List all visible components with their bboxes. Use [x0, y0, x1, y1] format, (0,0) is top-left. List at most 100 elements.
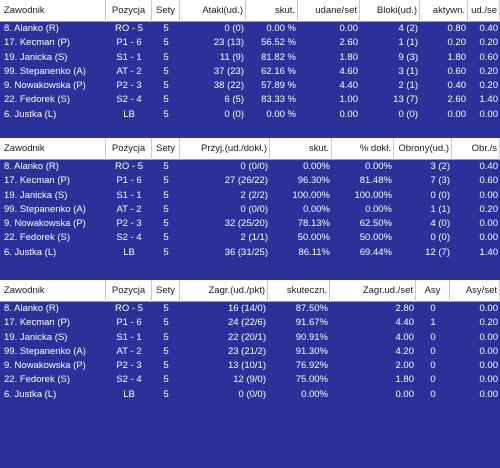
column-header-efficiency[interactable]: skut.	[246, 0, 298, 22]
column-header-digs[interactable]: Obrony(ud.)	[394, 138, 452, 160]
cell-aces: 0	[430, 345, 436, 357]
table-row[interactable]: 19. Janicka (S) S1 - 1 5 11 (9) 81.82 % 1.80 9…	[0, 51, 500, 65]
cell-aces: 1	[430, 317, 436, 329]
table-row[interactable]: 9. Nowakowska (P) P2 - 3 5 32 (25/20) 78.13%…	[0, 217, 500, 231]
cell-aces-per-set: 0.00	[479, 303, 499, 314]
column-header-accuracy[interactable]: % dokł.	[332, 138, 394, 160]
cell-aces: 0	[430, 303, 436, 314]
cell-blocks: 9 (3)	[398, 51, 418, 63]
column-header-digs-per-set[interactable]: Obr./s	[452, 138, 500, 160]
cell-digs: 4 (0)	[430, 218, 450, 230]
table-row[interactable]: 99. Stepanenko (A) AT - 2 5 37 (23) 62.16 % 4…	[0, 65, 500, 79]
table-row[interactable]: 6. Justka (L) LB 5 0 (0) 0.00 % 0.00 0 (0) 0.00…	[0, 108, 500, 122]
cell-player: 6. Justka (L)	[4, 388, 57, 400]
cell-position: RO - 5	[115, 303, 143, 314]
cell-aces-per-set: 0.00	[479, 388, 499, 400]
table-row[interactable]: 9. Nowakowska (P) P2 - 3 5 13 (10/1) 76.92% 2…	[0, 359, 500, 373]
cell-position: RO - 5	[115, 23, 143, 34]
column-header-receptions[interactable]: Przyj.(ud./dokł.)	[180, 138, 270, 160]
cell-digs: 3 (2)	[430, 161, 450, 172]
column-header-sets[interactable]: Sety	[152, 0, 180, 22]
cell-digs-per-set: 0.00	[479, 218, 499, 230]
cell-blocks-per-set: 0.20	[479, 37, 499, 49]
table-row[interactable]: 9. Nowakowska (P) P2 - 3 5 38 (22) 57.89 % 4.…	[0, 79, 500, 93]
cell-won-per-set: 4.40	[339, 80, 359, 92]
table-row[interactable]: 8. Alanko (R) RO - 5 5 0 (0) 0.00 % 0.00 4 (2)…	[0, 22, 500, 36]
table-row[interactable]: 99. Stepanenko (A) AT - 2 5 23 (21/2) 91.30%…	[0, 345, 500, 359]
column-header-position[interactable]: Pozycja	[106, 0, 152, 22]
column-header-activity[interactable]: aktywn.	[420, 0, 468, 22]
cell-position: AT - 2	[116, 345, 142, 357]
table-row[interactable]: 19. Janicka (S) S1 - 1 5 22 (20/1) 90.91% 4.0…	[0, 331, 500, 345]
cell-blocks-per-set: 0.20	[479, 65, 499, 77]
cell-sets: 5	[163, 108, 169, 120]
cell-activity: 0.20	[447, 37, 467, 49]
table-row[interactable]: 17. Kecman (P) P1 - 6 5 27 (26/22) 96.30% 81.…	[0, 174, 500, 188]
column-header-player[interactable]: Zawodnik	[2, 280, 106, 302]
column-header-sets[interactable]: Sety	[152, 138, 180, 160]
column-header-player[interactable]: Zawodnik	[2, 138, 106, 160]
table-row[interactable]: 19. Janicka (S) S1 - 1 5 2 (2/2) 100.00% 100.…	[0, 189, 500, 203]
cell-position: P2 - 3	[116, 80, 142, 92]
cell-activity: 0.60	[447, 65, 467, 77]
cell-serves: 12 (9/0)	[233, 374, 266, 386]
table-row[interactable]: 6. Justka (L) LB 5 36 (31/25) 86.11% 69.44% 12…	[0, 246, 500, 260]
cell-player: 17. Kecman (P)	[4, 317, 70, 329]
cell-position: S1 - 1	[116, 51, 142, 63]
cell-serves-per-set: 2.00	[395, 360, 415, 372]
table-row[interactable]: 17. Kecman (P) P1 - 6 5 24 (22/6) 91.67% 4.40…	[0, 316, 500, 330]
column-header-won-per-set[interactable]: udane/set	[298, 0, 360, 22]
cell-sets: 5	[163, 94, 169, 106]
column-header-attacks[interactable]: Ataki(ud.)	[180, 0, 246, 22]
cell-accuracy: 69.44%	[359, 246, 392, 258]
cell-receptions: 0 (0/0)	[240, 161, 268, 172]
cell-player: 6. Justka (L)	[4, 246, 57, 258]
cell-sets: 5	[163, 388, 169, 400]
column-header-player[interactable]: Zawodnik	[2, 0, 106, 22]
table-row[interactable]: 8. Alanko (R) RO - 5 5 0 (0/0) 0.00% 0.00% 3 (…	[0, 160, 500, 174]
column-header-efficiency[interactable]: skuteczn.	[268, 280, 330, 302]
cell-sets: 5	[163, 23, 169, 34]
column-header-aces[interactable]: Asy	[416, 280, 450, 302]
cell-efficiency: 90.91%	[295, 331, 328, 343]
cell-blocks-per-set: 0.40	[479, 23, 499, 34]
cell-player: 9. Nowakowska (P)	[4, 218, 86, 230]
cell-blocks: 2 (1)	[398, 80, 418, 92]
column-header-position[interactable]: Pozycja	[106, 138, 152, 160]
table-row[interactable]: 22. Fedorek (S) S2 - 4 5 2 (1/1) 50.00% 50.00…	[0, 231, 500, 245]
cell-won-per-set: 4.60	[339, 65, 359, 77]
cell-receptions: 2 (1/1)	[240, 232, 268, 244]
column-header-blocks-per-set[interactable]: ud./se	[468, 0, 500, 22]
cell-efficiency: 50.00%	[297, 232, 330, 244]
column-header-aces-per-set[interactable]: Asy/set	[450, 280, 500, 302]
cell-digs-per-set: 0.00	[479, 189, 499, 201]
cell-aces-per-set: 0.00	[479, 360, 499, 372]
cell-receptions: 36 (31/25)	[224, 246, 268, 258]
column-header-serves-per-set[interactable]: Zagr.ud./set	[330, 280, 416, 302]
cell-digs-per-set: 0.00	[479, 232, 499, 244]
column-header-position[interactable]: Pozycja	[106, 280, 152, 302]
table-row[interactable]: 99. Stepanenko (A) AT - 2 5 0 (0/0) 0.00% 0.0…	[0, 203, 500, 217]
column-header-efficiency[interactable]: skut.	[270, 138, 332, 160]
cell-efficiency: 91.67%	[295, 317, 328, 329]
table-row[interactable]: 17. Kecman (P) P1 - 6 5 23 (13) 56.52 % 2.60 1…	[0, 36, 500, 50]
table-row[interactable]: 6. Justka (L) LB 5 0 (0/0) 0.00% 0.00 0 0.00	[0, 388, 500, 402]
cell-serves-per-set: 4.20	[395, 345, 415, 357]
cell-efficiency: 87.50%	[295, 303, 328, 314]
cell-aces-per-set: 0.00	[479, 374, 499, 386]
cell-position: RO - 5	[115, 161, 143, 172]
cell-aces: 0	[430, 374, 436, 386]
cell-player: 99. Stepanenko (A)	[4, 65, 86, 77]
cell-efficiency: 81.82 %	[261, 51, 296, 63]
serve-header-row: Zawodnik Pozycja Sety Zagr.(ud./pkt) skutecz…	[0, 280, 500, 302]
cell-efficiency: 0.00 %	[266, 23, 296, 34]
column-header-sets[interactable]: Sety	[152, 280, 180, 302]
cell-digs: 7 (3)	[430, 175, 450, 187]
cell-blocks-per-set: 1.40	[479, 94, 499, 106]
column-header-serves[interactable]: Zagr.(ud./pkt)	[180, 280, 268, 302]
column-header-blocks[interactable]: Bloki(ud.)	[360, 0, 420, 22]
table-row[interactable]: 22. Fedorek (S) S2 - 4 5 6 (5) 83.33 % 1.00 13…	[0, 93, 500, 107]
table-row[interactable]: 22. Fedorek (S) S2 - 4 5 12 (9/0) 75.00% 1.80…	[0, 373, 500, 387]
cell-activity: 1.80	[447, 51, 467, 63]
table-row[interactable]: 8. Alanko (R) RO - 5 5 16 (14/0) 87.50% 2.80 0…	[0, 302, 500, 316]
